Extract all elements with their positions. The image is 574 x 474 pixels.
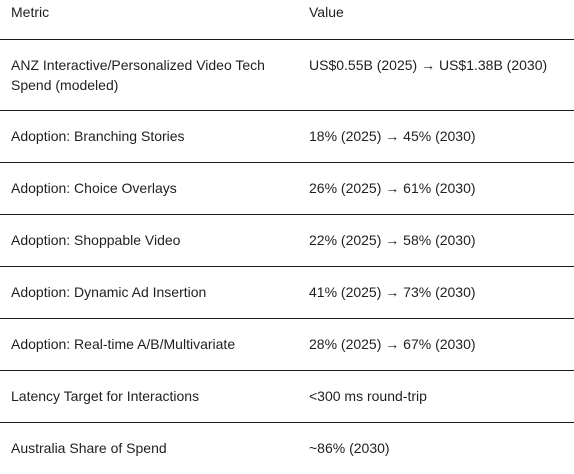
value-cell: 41% (2025) → 73% (2030)	[309, 284, 476, 300]
table-row: Adoption: Dynamic Ad Insertion 41% (2025…	[0, 267, 574, 319]
value-cell: <300 ms round-trip	[309, 388, 427, 404]
metric-cell: Adoption: Dynamic Ad Insertion	[11, 284, 207, 300]
value-cell: 22% (2025) → 58% (2030)	[309, 232, 476, 248]
value-cell: 26% (2025) → 61% (2030)	[309, 180, 476, 196]
metric-cell: Adoption: Branching Stories	[11, 128, 185, 144]
table-row: Adoption: Choice Overlays 26% (2025) → 6…	[0, 163, 574, 215]
value-cell: ~86% (2030)	[309, 440, 390, 456]
metric-cell: ANZ Interactive/Personalized Video Tech …	[11, 57, 265, 93]
metric-cell: Latency Target for Interactions	[11, 388, 200, 404]
header-metric: Metric	[11, 4, 50, 20]
table-row: Adoption: Real-time A/B/Multivariate 28%…	[0, 319, 574, 371]
metric-cell: Adoption: Shoppable Video	[11, 232, 181, 248]
table-row: Latency Target for Interactions <300 ms …	[0, 371, 574, 423]
table-header-row: Metric Value	[0, 0, 574, 40]
value-cell: US$0.55B (2025) → US$1.38B (2030)	[309, 57, 548, 73]
value-cell: 18% (2025) → 45% (2030)	[309, 128, 476, 144]
metric-cell: Adoption: Real-time A/B/Multivariate	[11, 336, 236, 352]
table-row: ANZ Interactive/Personalized Video Tech …	[0, 40, 574, 111]
value-cell: 28% (2025) → 67% (2030)	[309, 336, 476, 352]
table-row: Australia Share of Spend ~86% (2030)	[0, 423, 574, 474]
table-row: Adoption: Branching Stories 18% (2025) →…	[0, 111, 574, 163]
table-row: Adoption: Shoppable Video 22% (2025) → 5…	[0, 215, 574, 267]
metric-cell: Adoption: Choice Overlays	[11, 180, 177, 196]
metric-cell: Australia Share of Spend	[11, 440, 167, 456]
header-value: Value	[309, 4, 344, 20]
